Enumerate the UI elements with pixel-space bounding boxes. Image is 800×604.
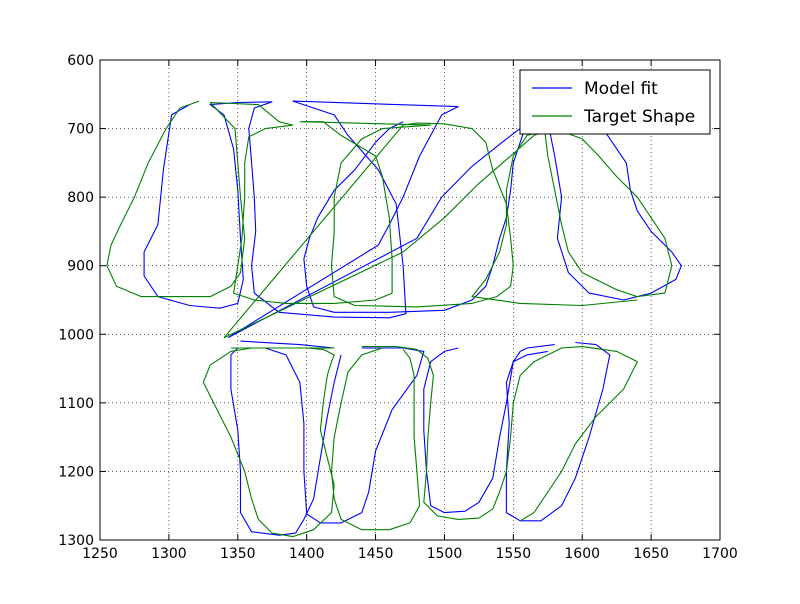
x-tick-label: 1700 xyxy=(702,546,738,562)
series-line-segment xyxy=(106,100,393,304)
series-line-segment xyxy=(423,344,555,514)
legend-label: Target Shape xyxy=(583,107,695,127)
axis-ticks: 1250 1300 1350 1400 1450 1500 1550 1600 1650 1700… xyxy=(58,53,737,562)
x-tick-label: 1300 xyxy=(151,546,187,562)
series-target-shape xyxy=(106,100,673,538)
x-tick-label: 1250 xyxy=(82,546,118,562)
x-tick-label: 1350 xyxy=(220,546,256,562)
x-tick-label: 1550 xyxy=(496,546,532,562)
series-line-segment xyxy=(240,340,335,349)
y-tick-label: 700 xyxy=(67,122,94,138)
series-layer xyxy=(106,100,682,538)
plot-frame xyxy=(99,59,721,541)
series-line-segment xyxy=(143,101,273,309)
x-tick-label: 1400 xyxy=(289,546,325,562)
y-tick-label: 1100 xyxy=(58,396,94,412)
series-line-segment xyxy=(227,107,682,339)
x-tick-label: 1600 xyxy=(564,546,600,562)
series-line-segment xyxy=(223,121,514,339)
series-line-segment xyxy=(505,341,611,522)
legend: Model fit Target Shape xyxy=(519,69,711,135)
y-tick-label: 800 xyxy=(67,190,94,206)
x-tick-label: 1450 xyxy=(358,546,394,562)
series-line-segment xyxy=(303,108,544,313)
x-tick-label: 1650 xyxy=(633,546,669,562)
series-line-segment xyxy=(361,346,638,522)
y-tick-label: 1300 xyxy=(58,533,94,549)
series-line-segment xyxy=(202,347,335,538)
y-tick-label: 1200 xyxy=(58,464,94,480)
series-line-segment xyxy=(227,100,459,339)
series-model-fit xyxy=(143,100,682,536)
legend-box xyxy=(519,69,711,135)
y-tick-label: 1000 xyxy=(58,327,94,343)
y-tick-label: 900 xyxy=(67,259,94,275)
series-line-segment xyxy=(209,347,252,366)
y-tick-label: 600 xyxy=(67,53,94,69)
legend-label: Model fit xyxy=(584,79,658,99)
series-line-segment xyxy=(330,347,421,531)
x-tick-label: 1500 xyxy=(427,546,463,562)
